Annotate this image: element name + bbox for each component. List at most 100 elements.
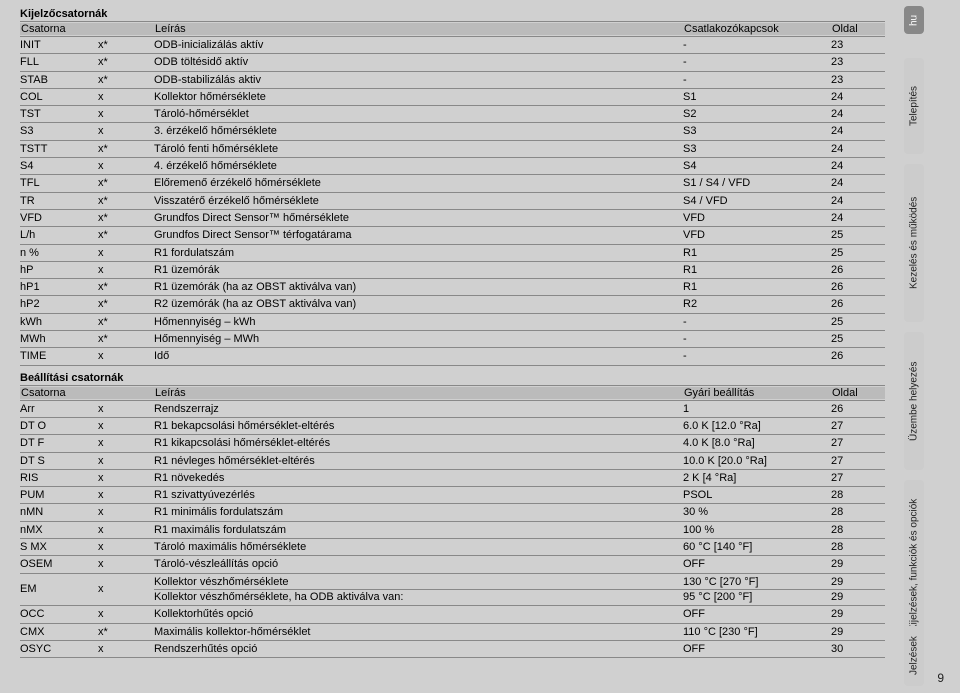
table-row-em: EM x Kollektor vészhőmérséklete Kollekto…: [20, 574, 885, 607]
cell-c3: Tároló fenti hőmérséklete: [154, 142, 683, 156]
cell-c2: x: [98, 419, 154, 433]
cell-c2: x: [98, 349, 154, 363]
cell-c1: DT O: [20, 419, 98, 433]
cell-c3: Tároló-hőmérséklet: [154, 107, 683, 121]
cell-c5: 26: [831, 349, 885, 363]
table-row: OSEMxTároló-vészleállítás opcióOFF29: [20, 556, 885, 573]
cell-c1: TIME: [20, 349, 98, 363]
side-tab[interactable]: Üzembe helyezés: [904, 332, 924, 470]
cell-c2: x: [98, 159, 154, 173]
cell-c4: 110 °C [230 °F]: [683, 625, 831, 639]
cell-c4: 60 °C [140 °F]: [683, 540, 831, 554]
cell-c4: 10.0 K [20.0 °Ra]: [683, 454, 831, 468]
side-tab[interactable]: Telepítés: [904, 58, 924, 154]
cell-c4: PSOL: [683, 488, 831, 502]
cell-c4: R1: [683, 263, 831, 277]
cell-c1: INIT: [20, 38, 98, 52]
cell-c2: x*: [98, 176, 154, 190]
cell-c2: x*: [98, 280, 154, 294]
cell-c4: -: [683, 349, 831, 363]
col-header-spacer: [187, 23, 683, 35]
cell-c1: STAB: [20, 73, 98, 87]
cell-c5a: 29: [831, 575, 885, 590]
cell-c3: R1 fordulatszám: [154, 246, 683, 260]
cell-c3: Visszatérő érzékelő hőmérséklete: [154, 194, 683, 208]
cell-c2: x: [98, 471, 154, 485]
cell-c1: S MX: [20, 540, 98, 554]
cell-c5: 27: [831, 471, 885, 485]
cell-c1: DT F: [20, 436, 98, 450]
cell-c1: S3: [20, 124, 98, 138]
side-tab[interactable]: Jelzések: [904, 626, 924, 686]
table-row: TSTTx*Tároló fenti hőmérsékleteS324: [20, 141, 885, 158]
cell-c1: Arr: [20, 402, 98, 416]
table-row: TSTxTároló-hőmérsékletS224: [20, 106, 885, 123]
cell-c3: R1 szivattyúvezérlés: [154, 488, 683, 502]
cell-c5: 24: [831, 142, 885, 156]
table-row: OSYCxRendszerhűtés opcióOFF30: [20, 641, 885, 658]
side-tabs: hu Telepítés Kezelés és működés Üzembe hely…: [902, 0, 924, 693]
side-tab[interactable]: Kijelzések, funkciók és opciók: [904, 480, 924, 650]
cell-c1: MWh: [20, 332, 98, 346]
cell-c1: nMX: [20, 523, 98, 537]
col-header-leiras: Leírás: [154, 23, 187, 35]
cell-c1: TSTT: [20, 142, 98, 156]
cell-c4: S1 / S4 / VFD: [683, 176, 831, 190]
cell-c4: S1: [683, 90, 831, 104]
cell-c5: 24: [831, 90, 885, 104]
cell-c2: x: [98, 488, 154, 502]
cell-c3: R1 üzemórák: [154, 263, 683, 277]
cell-c4: S4 / VFD: [683, 194, 831, 208]
cell-c4: 100 %: [683, 523, 831, 537]
cell-c3: R1 minimális fordulatszám: [154, 505, 683, 519]
table-row: OCCxKollektorhűtés opcióOFF29: [20, 606, 885, 623]
cell-c1: OSYC: [20, 642, 98, 656]
cell-c5: 25: [831, 332, 885, 346]
table-row: MWhx*Hőmennyiség – MWh-25: [20, 331, 885, 348]
side-tab[interactable]: hu: [904, 6, 924, 34]
cell-c5: 26: [831, 297, 885, 311]
cell-c4: OFF: [683, 607, 831, 621]
cell-c1: n %: [20, 246, 98, 260]
cell-c5: 24: [831, 107, 885, 121]
table-row: STABx*ODB-stabilizálás aktiv-23: [20, 72, 885, 89]
cell-c2: x*: [98, 315, 154, 329]
cell-c4: -: [683, 332, 831, 346]
cell-c5: 29: [831, 625, 885, 639]
cell-c2: x*: [98, 297, 154, 311]
col-header-oldal: Oldal: [831, 387, 885, 399]
cell-c1: S4: [20, 159, 98, 173]
cell-c4: -: [683, 38, 831, 52]
cell-c5: 23: [831, 55, 885, 69]
col-header-leiras: Leírás: [154, 387, 187, 399]
cell-c3: ODB töltésidő aktív: [154, 55, 683, 69]
cell-c3: 3. érzékelő hőmérséklete: [154, 124, 683, 138]
cell-c4: 2 K [4 °Ra]: [683, 471, 831, 485]
cell-c5b: 29: [831, 590, 885, 604]
cell-c2: x: [98, 402, 154, 416]
cell-c2: x: [98, 246, 154, 260]
settings-rows-container: ArrxRendszerrajz126DT OxR1 bekapcsolási …: [20, 401, 885, 574]
cell-c4: OFF: [683, 557, 831, 571]
cell-c1: OCC: [20, 607, 98, 621]
cell-c2: x: [98, 263, 154, 277]
side-tab[interactable]: Kezelés és működés: [904, 164, 924, 322]
cell-c3: Előremenő érzékelő hőmérséklete: [154, 176, 683, 190]
cell-c4b: 95 °C [200 °F]: [683, 590, 831, 604]
cell-c1: hP1: [20, 280, 98, 294]
cell-c5: 27: [831, 454, 885, 468]
table-row: CMXx*Maximális kollektor-hőmérséklet110 …: [20, 624, 885, 641]
settings-header-row: Csatorna Leírás Gyári beállítás Oldal: [20, 386, 885, 401]
table-row: L/hx*Grundfos Direct Sensor™ térfogatára…: [20, 227, 885, 244]
cell-c5: 30: [831, 642, 885, 656]
cell-c4: 6.0 K [12.0 °Ra]: [683, 419, 831, 433]
cell-c4: -: [683, 55, 831, 69]
cell-c4a: 130 °C [270 °F]: [683, 575, 831, 590]
cell-c1: EM: [20, 575, 98, 605]
cell-c2: x: [98, 124, 154, 138]
cell-c2: x: [98, 107, 154, 121]
cell-c2: x: [98, 436, 154, 450]
settings-rows2-container: OCCxKollektorhűtés opcióOFF29CMXx*Maximá…: [20, 606, 885, 658]
table-row: TRx*Visszatérő érzékelő hőmérsékleteS4 /…: [20, 193, 885, 210]
cell-c4: S3: [683, 142, 831, 156]
